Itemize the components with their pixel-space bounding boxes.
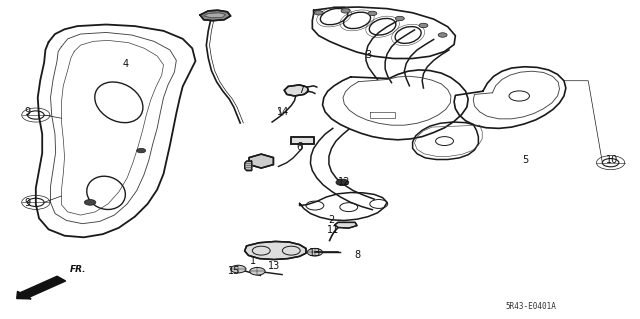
Text: 8: 8 bbox=[354, 250, 360, 260]
Text: 10: 10 bbox=[606, 155, 619, 165]
Text: 3: 3 bbox=[365, 50, 371, 60]
FancyArrow shape bbox=[17, 276, 66, 299]
Text: 15: 15 bbox=[228, 266, 240, 276]
Text: 11: 11 bbox=[326, 225, 339, 235]
Text: 5R43-E0401A: 5R43-E0401A bbox=[506, 302, 556, 311]
Polygon shape bbox=[335, 222, 357, 228]
Polygon shape bbox=[244, 161, 252, 171]
Polygon shape bbox=[249, 154, 273, 168]
Text: 4: 4 bbox=[122, 59, 128, 69]
Circle shape bbox=[368, 11, 377, 16]
Circle shape bbox=[230, 265, 246, 273]
Circle shape bbox=[307, 249, 323, 256]
Text: 1: 1 bbox=[250, 256, 256, 266]
Text: 13: 13 bbox=[308, 248, 321, 258]
Polygon shape bbox=[244, 241, 306, 260]
Circle shape bbox=[419, 23, 428, 28]
Circle shape bbox=[396, 16, 404, 21]
Text: 14: 14 bbox=[277, 108, 289, 117]
Text: 6: 6 bbox=[296, 142, 303, 152]
Polygon shape bbox=[284, 85, 308, 96]
Text: 2: 2 bbox=[328, 215, 335, 226]
Text: FR.: FR. bbox=[70, 265, 86, 274]
Text: 12: 12 bbox=[338, 177, 351, 187]
Polygon shape bbox=[200, 10, 230, 21]
Circle shape bbox=[336, 179, 349, 186]
Circle shape bbox=[314, 11, 323, 15]
Text: 5: 5 bbox=[522, 155, 529, 165]
Circle shape bbox=[341, 9, 350, 13]
Text: 9: 9 bbox=[24, 198, 31, 208]
Circle shape bbox=[438, 33, 447, 37]
Circle shape bbox=[250, 268, 265, 275]
Polygon shape bbox=[291, 137, 314, 144]
Circle shape bbox=[84, 199, 96, 205]
Text: 7: 7 bbox=[298, 85, 304, 95]
Text: 13: 13 bbox=[268, 261, 280, 271]
Polygon shape bbox=[204, 13, 225, 18]
Circle shape bbox=[137, 148, 146, 153]
Text: 9: 9 bbox=[24, 108, 31, 117]
